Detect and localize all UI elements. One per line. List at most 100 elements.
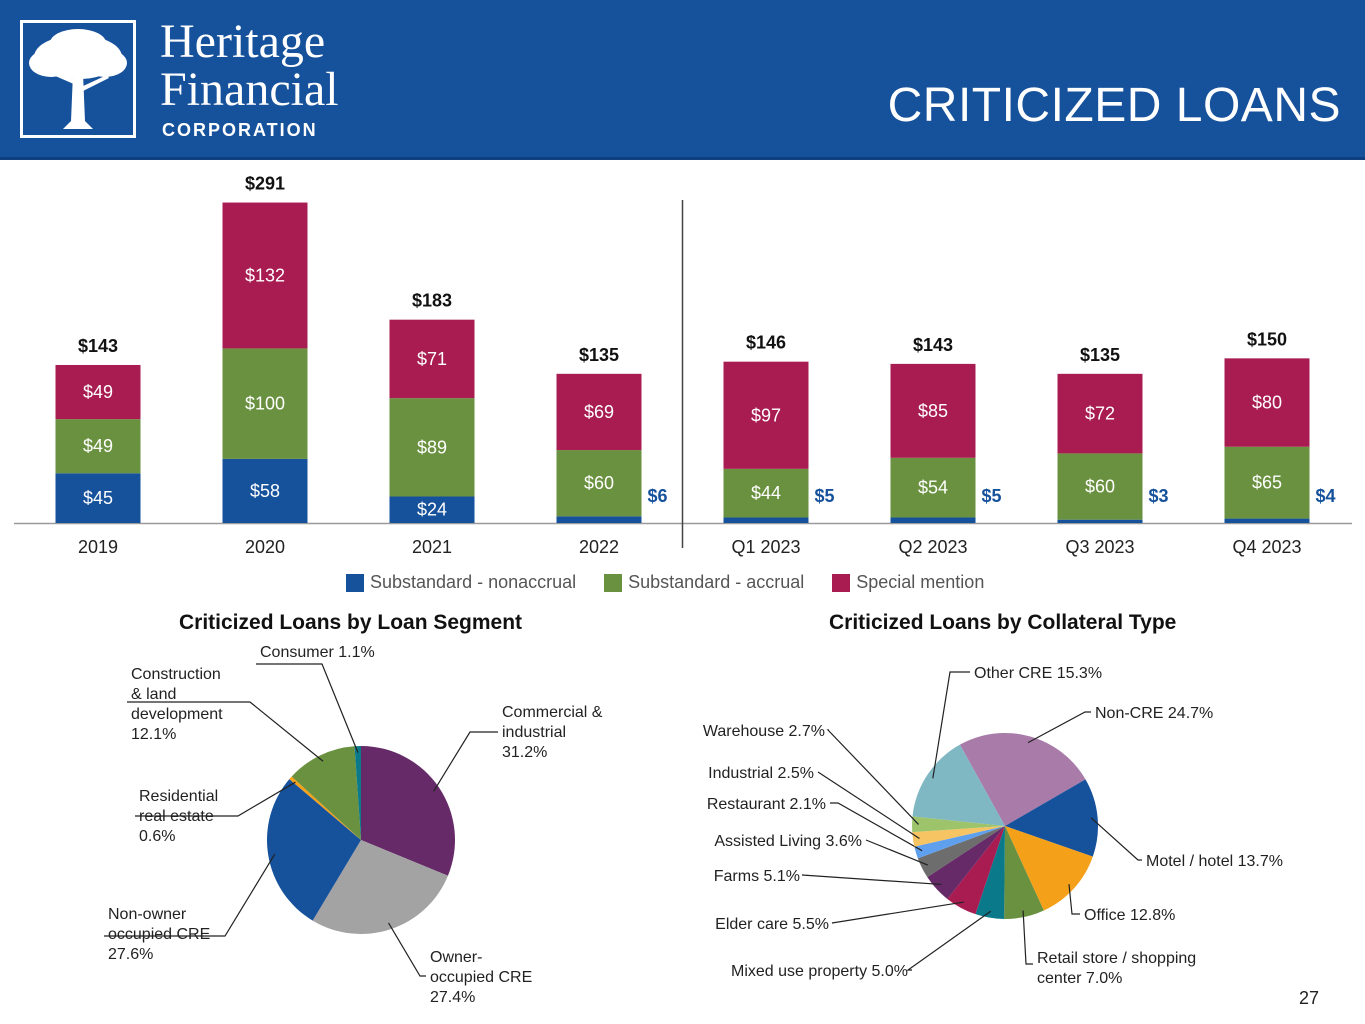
bar-value-label: $49 bbox=[83, 382, 113, 402]
pie-leader-line bbox=[127, 701, 324, 762]
x-tick-label: 2022 bbox=[579, 537, 619, 557]
pie-slice-label: Commercial & bbox=[502, 704, 603, 721]
pie-slice-label: Motel / hotel 13.7% bbox=[1146, 853, 1283, 870]
bar-segment-special-mention-1 bbox=[222, 202, 308, 349]
pie-slice-retail-store-shopping-center bbox=[1004, 826, 1044, 919]
legend-swatch-accrual bbox=[604, 573, 623, 592]
x-tick-label: 2021 bbox=[412, 537, 452, 557]
bar-value-label: $85 bbox=[918, 401, 948, 421]
bar-value-label: $132 bbox=[245, 265, 285, 285]
pie-slice-other-cre bbox=[912, 744, 1005, 826]
pie-slice-consumer bbox=[354, 746, 361, 840]
pie-slice-label: real estate bbox=[139, 808, 214, 825]
pie-slice-label: Owner- bbox=[430, 949, 482, 966]
pie-slice-label: industrial bbox=[502, 724, 566, 741]
bar-total-label: $143 bbox=[913, 335, 953, 355]
bar-segment-special-mention-0 bbox=[55, 364, 141, 420]
legend-label-accrual: Substandard - accrual bbox=[628, 572, 805, 592]
pie-slice-label: Warehouse 2.7% bbox=[703, 723, 825, 740]
bar-value-label: $60 bbox=[1085, 477, 1115, 497]
pie-slice-label: Industrial 2.5% bbox=[708, 765, 814, 782]
pie-slice-label: Residential bbox=[139, 788, 218, 805]
bar-segment-substandard-accrual-5 bbox=[890, 457, 976, 518]
pie-slice-non-cre bbox=[959, 733, 1086, 826]
legend-item-accrual: Substandard - accrual bbox=[604, 572, 804, 593]
pie-slice-owner-occupied-cre bbox=[312, 840, 448, 934]
pie-title-loan-segment: Criticized Loans by Loan Segment bbox=[179, 611, 523, 634]
bar-value-label-outside: $4 bbox=[1316, 486, 1336, 506]
pie-slice-label: center 7.0% bbox=[1037, 970, 1122, 987]
bar-segment-special-mention-7 bbox=[1224, 358, 1310, 447]
pie-slice-label: Office 12.8% bbox=[1084, 907, 1175, 924]
bar-segment-substandard-nonaccrual-7 bbox=[1224, 518, 1310, 523]
bar-segment-substandard-nonaccrual-6 bbox=[1057, 519, 1143, 523]
bar-value-label: $60 bbox=[584, 473, 614, 493]
pie-leader-line bbox=[801, 874, 942, 886]
bar-segment-special-mention-4 bbox=[723, 361, 809, 469]
pie-leader-line bbox=[135, 781, 296, 817]
pie-slice-label: development bbox=[131, 706, 223, 723]
bar-segment-substandard-nonaccrual-4 bbox=[723, 517, 809, 523]
x-tick-label: Q2 2023 bbox=[898, 537, 967, 557]
pie-slice-label: Retail store / shopping bbox=[1037, 950, 1196, 967]
pie-leader-line bbox=[256, 663, 359, 753]
bar-value-label-outside: $6 bbox=[648, 486, 668, 506]
bar-segment-substandard-accrual-2 bbox=[389, 398, 475, 497]
bar-segment-substandard-accrual-4 bbox=[723, 468, 809, 518]
bar-total-label: $135 bbox=[579, 345, 619, 365]
header-banner: Heritage Financial CORPORATION CRITICIZE… bbox=[0, 0, 1365, 160]
logo-text-financial: Financial bbox=[160, 63, 339, 116]
bar-total-label: $183 bbox=[412, 291, 452, 311]
bar-segment-substandard-accrual-6 bbox=[1057, 453, 1143, 520]
bar-value-label: $54 bbox=[918, 478, 948, 498]
bar-total-label: $135 bbox=[1080, 345, 1120, 365]
bar-segment-substandard-accrual-3 bbox=[556, 450, 642, 517]
x-tick-label: 2019 bbox=[78, 537, 118, 557]
bar-total-label: $146 bbox=[746, 333, 786, 353]
pie-slice-label: 0.6% bbox=[139, 828, 175, 845]
pie-slice-label: & land bbox=[131, 686, 176, 703]
legend-item-special-mention: Special mention bbox=[832, 572, 984, 593]
bar-segment-substandard-accrual-1 bbox=[222, 348, 308, 459]
pie-title-collateral-type: Criticized Loans by Collateral Type bbox=[829, 611, 1177, 634]
bar-segment-special-mention-3 bbox=[556, 373, 642, 451]
legend-swatch-nonaccrual bbox=[346, 573, 364, 592]
bar-value-label: $44 bbox=[751, 483, 781, 503]
pie-leader-line bbox=[104, 853, 276, 937]
bar-value-label: $45 bbox=[83, 488, 113, 508]
bar-segment-substandard-nonaccrual-3 bbox=[556, 516, 642, 523]
logo-text-corporation: CORPORATION bbox=[162, 120, 318, 140]
pie-slice-label: 31.2% bbox=[502, 744, 547, 761]
pie-slice-label: Farms 5.1% bbox=[714, 868, 800, 885]
pie-slice-label: Other CRE 15.3% bbox=[974, 665, 1102, 682]
legend-item-nonaccrual: Substandard - nonaccrual bbox=[346, 572, 576, 593]
bar-segment-special-mention-5 bbox=[890, 363, 976, 458]
pie-slice-label: Non-CRE 24.7% bbox=[1095, 705, 1213, 722]
page-number: 27 bbox=[1298, 988, 1319, 1008]
bar-value-label: $58 bbox=[250, 481, 280, 501]
pie-leader-line bbox=[433, 731, 498, 792]
pie-slice-label: Construction bbox=[131, 666, 221, 683]
pie-slice-residential-real-estate bbox=[289, 776, 361, 840]
pie-leader-line bbox=[817, 771, 920, 839]
stacked-bar-chart: $45 $49 $49 $143 2019 $58 $100 $132 $291 2020 $24 $… bbox=[14, 174, 1352, 557]
pie-chart-collateral-type: Non-CRE 24.7% Motel / hotel 13.7% Office 1… bbox=[703, 665, 1283, 987]
pie-slice-label: Mixed use property 5.0% bbox=[731, 963, 908, 980]
pie-leader-line bbox=[932, 671, 970, 779]
pie-slice-non-owner-occupied-cre bbox=[267, 779, 361, 921]
pie-slice-label: 27.4% bbox=[430, 989, 475, 1006]
pie-slice-elder-care bbox=[947, 826, 1005, 915]
bar-segment-substandard-accrual-0 bbox=[55, 419, 141, 474]
pie-chart-loan-segment: Commercial & industrial 31.2% Owner-occupie… bbox=[104, 644, 603, 1006]
bar-value-label: $49 bbox=[83, 436, 113, 456]
x-tick-label: Q3 2023 bbox=[1065, 537, 1134, 557]
x-tick-label: Q4 2023 bbox=[1232, 537, 1301, 557]
pie-leader-line bbox=[826, 729, 919, 825]
bar-value-label: $100 bbox=[245, 394, 285, 414]
bar-value-label: $71 bbox=[417, 349, 447, 369]
pie-slice-label: Consumer 1.1% bbox=[260, 644, 375, 661]
pie-slice-farms bbox=[927, 826, 1005, 899]
bar-value-label: $72 bbox=[1085, 404, 1115, 424]
bar-segment-substandard-accrual-7 bbox=[1224, 446, 1310, 519]
bar-segment-special-mention-2 bbox=[389, 319, 475, 399]
